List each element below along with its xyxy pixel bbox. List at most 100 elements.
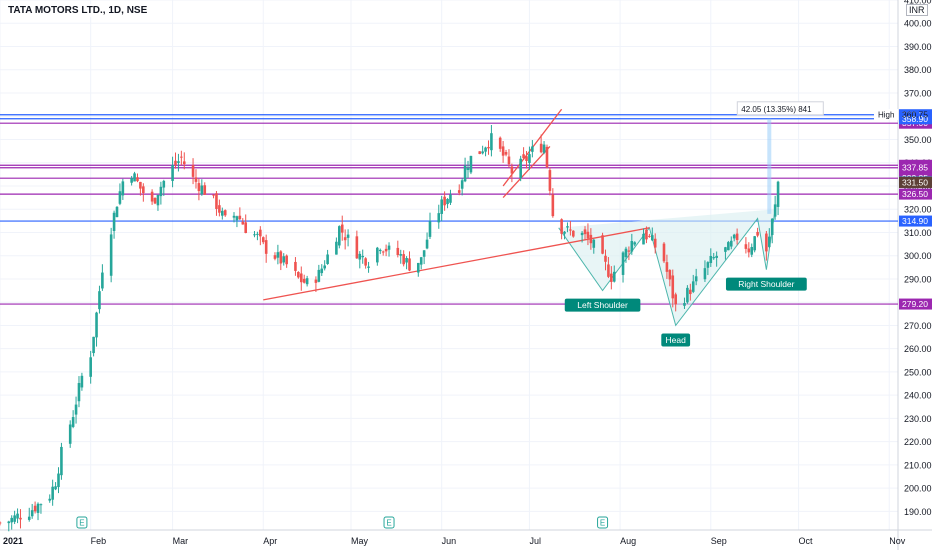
candle-body [282,256,286,263]
candle-body [285,255,288,265]
candle-body [607,264,610,277]
candle-body [689,289,692,295]
candle-body [469,155,473,173]
candle-body [33,505,37,512]
candle-body [212,194,215,196]
candle-body [504,152,508,155]
candle-body [691,281,695,292]
candle-body [115,206,119,218]
candle-body [256,233,259,235]
candle-body [297,271,300,278]
candle-body [560,219,563,234]
earnings-e-icon [76,516,88,529]
candle-body [384,248,388,252]
candle-body [519,158,522,179]
y-tick-label: 290.00 [904,274,932,284]
price-tag: 331.50 [902,177,928,187]
candle-body [238,215,242,220]
candle-body [648,235,651,237]
candle-body [457,190,461,193]
price-tag-bg [899,113,932,125]
candle-body [95,312,98,338]
candle-body [551,194,555,217]
candle-body [539,143,543,153]
candle-body [261,237,265,243]
candle-body [642,233,645,245]
candle-body [338,226,341,246]
candle-body [223,210,227,216]
y-tick-label: 300.00 [904,251,932,261]
candle-body [528,154,531,163]
candle-body [747,248,751,253]
candle-body [112,212,116,232]
candle-body [405,257,408,263]
candle-body [54,486,57,490]
candle-body [683,303,686,306]
candle-body [109,234,113,276]
candle-body [156,194,160,206]
candle-body [408,258,411,271]
candle-body [466,167,470,171]
candle-body [490,133,493,151]
candle-body [446,198,449,205]
candle-body [633,242,637,245]
x-tick-label: Jul [529,536,541,546]
candle-body [650,235,654,241]
candle-body [364,258,367,266]
candle-body [694,276,698,282]
currency-label[interactable]: INR [906,4,928,16]
x-tick-label: Aug [620,536,636,546]
candle-body [30,510,34,517]
candle-body [624,248,628,258]
candle-body [7,521,11,524]
candle-body [425,239,429,249]
candle-body [773,204,777,217]
candle-body [610,273,613,282]
candle-body [27,516,31,520]
candle-body [601,235,604,254]
candle-body [16,513,19,519]
y-tick-label: 350.00 [904,135,932,145]
candle-body [566,226,569,228]
price-tag-bg [899,188,932,200]
candle-body [776,181,780,207]
y-tick-label: 400.00 [904,19,932,29]
candle-body [449,194,452,203]
candle-body [51,486,54,500]
candle-body [460,180,464,189]
candle-body [724,247,727,252]
candle-body [232,215,236,218]
candle-body [89,357,92,377]
price-tag-bg [899,215,932,227]
candle-body [498,137,502,149]
candle-body [706,262,710,268]
candle-body [323,265,326,269]
pattern-annotation: Right Shoulder [738,279,794,289]
candle-body [583,229,587,235]
y-tick-label: 320.00 [904,205,932,215]
candle-body [531,146,534,152]
channel-lower [502,146,551,199]
candle-body [416,262,420,273]
candle-body [604,255,607,262]
x-tick-label: Feb [91,536,107,546]
candle-body [13,515,16,522]
candle-body [510,166,514,174]
candle-body [428,221,432,237]
candle-body [68,424,72,444]
candle-body [253,234,256,236]
candle-body [215,193,218,209]
candle-body [200,185,204,195]
x-tick-label: 2021 [3,536,23,546]
candle-body [753,236,756,251]
x-tick-label: Jun [442,536,457,546]
earnings-e-label: E [79,519,84,528]
candle-body [525,156,528,162]
candle-body [501,146,505,156]
candle-body [630,240,634,252]
candle-body [57,473,60,488]
candle-body [715,255,718,258]
candle-body [48,498,52,501]
